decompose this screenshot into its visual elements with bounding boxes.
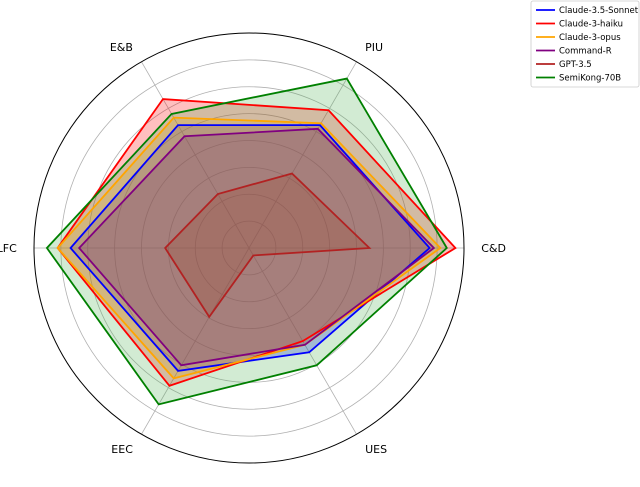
axis-label: UES bbox=[365, 443, 387, 456]
legend-box bbox=[530, 0, 640, 88]
grid-spoke bbox=[141, 61, 250, 249]
legend-label: SemiKong-70B bbox=[559, 74, 621, 84]
series-area bbox=[57, 117, 441, 379]
axis-label: E&B bbox=[110, 41, 133, 54]
series-area bbox=[70, 125, 430, 371]
axis-label: EEC bbox=[111, 443, 133, 456]
series-line bbox=[69, 124, 431, 372]
series-lines bbox=[45, 77, 457, 406]
legend-label: Command-R bbox=[559, 47, 612, 57]
grid-spoke bbox=[141, 247, 250, 435]
axis-label: C&D bbox=[481, 242, 506, 255]
legend-label: GPT-3.5 bbox=[559, 60, 592, 70]
series-area bbox=[46, 78, 447, 405]
series-area bbox=[79, 128, 434, 366]
axis-label: PIU bbox=[365, 41, 383, 54]
legend: Claude-3.5-Sonnet Claude-3-haiku Claude-3-… bbox=[530, 0, 640, 88]
grid-spoke bbox=[248, 61, 357, 249]
legend-label: Claude-3.5-Sonnet bbox=[559, 6, 639, 16]
series-area bbox=[165, 173, 370, 317]
legend-label: Claude-3-haiku bbox=[559, 20, 623, 30]
axis-label: LFC bbox=[0, 242, 17, 255]
axis-labels: C&D PIU E&B LFC EEC UES bbox=[0, 41, 506, 456]
legend-label: Claude-3-opus bbox=[559, 33, 621, 43]
series-fills bbox=[46, 78, 456, 405]
series-line bbox=[164, 172, 372, 319]
series-line bbox=[77, 127, 436, 367]
series-line bbox=[45, 77, 448, 406]
series-area bbox=[57, 99, 456, 386]
outer-frame bbox=[33, 32, 465, 464]
